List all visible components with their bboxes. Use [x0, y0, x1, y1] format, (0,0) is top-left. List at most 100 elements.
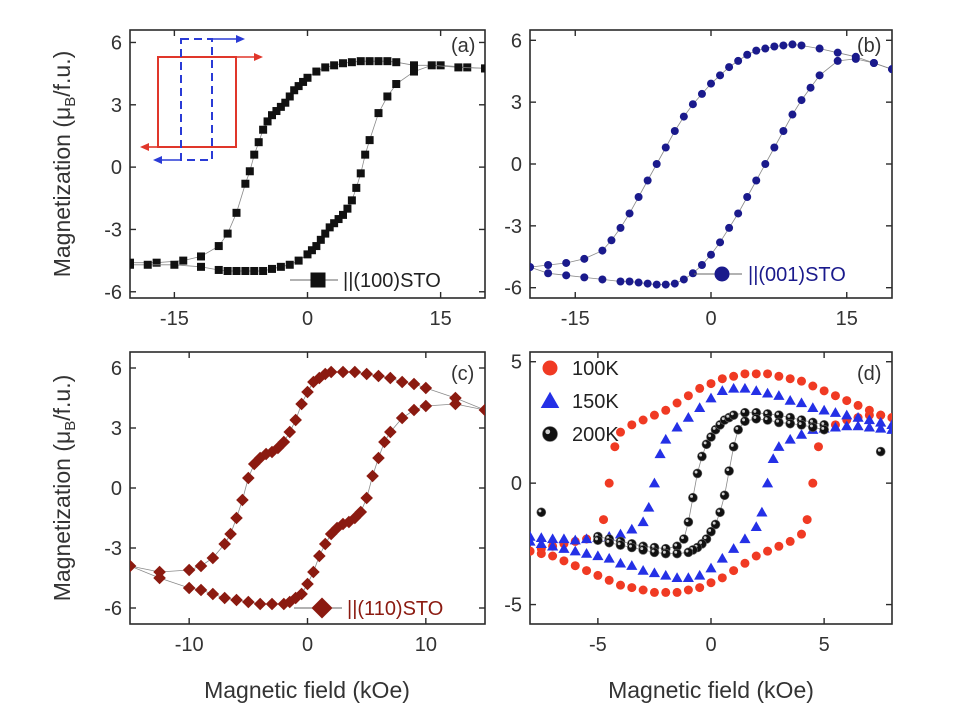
legend-marker-200K: [542, 426, 558, 442]
y-tick-label: 5: [511, 352, 522, 374]
data-point-100K: [797, 376, 806, 386]
data-point-100K: [774, 371, 784, 381]
data-point-150K: [739, 382, 751, 393]
data-point-150K: [592, 550, 604, 561]
data-point-200K-highlight: [685, 519, 689, 523]
data-point-200K: [728, 410, 739, 420]
data-point-200K: [740, 407, 750, 418]
data-point: [290, 86, 299, 95]
data-point: [392, 58, 401, 67]
data-point-150K: [795, 428, 808, 439]
data-point: [725, 223, 734, 232]
data-point: [384, 425, 397, 439]
data-point-100K: [661, 587, 671, 597]
data-point: [436, 61, 445, 70]
y-tick-label: -6: [504, 278, 522, 300]
legend-label: ||(001)STO: [748, 264, 846, 286]
data-point-200K: [536, 507, 547, 518]
data-point: [250, 150, 259, 159]
data-point: [295, 397, 308, 411]
data-point: [271, 441, 285, 455]
data-point-150K: [694, 569, 706, 580]
data-point-150K: [648, 567, 661, 578]
data-point: [152, 258, 161, 267]
data-point-100K: [785, 374, 795, 384]
data-point: [562, 258, 571, 267]
data-point: [419, 381, 433, 395]
data-point: [223, 266, 232, 275]
y-tick-label: 0: [511, 473, 522, 495]
data-point: [206, 587, 220, 601]
data-point: [230, 593, 243, 607]
legend-marker-100K: [542, 360, 558, 376]
x-axis-title-left: Magnetic field (kOe): [204, 677, 410, 703]
data-point: [770, 42, 779, 51]
data-point: [354, 505, 368, 519]
data-point: [197, 252, 205, 261]
data-point-100K: [593, 570, 603, 580]
data-point-200K-highlight: [798, 417, 802, 421]
data-point-200K-highlight: [712, 521, 716, 525]
legend-marker-200K-highlight: [545, 429, 551, 435]
data-point: [301, 577, 314, 591]
data-point-200K-highlight: [764, 411, 768, 415]
data-point-150K: [863, 414, 875, 425]
data-point: [598, 246, 607, 255]
data-point-200K-highlight: [717, 422, 721, 425]
data-point: [224, 527, 237, 541]
data-point-100K: [610, 442, 620, 452]
data-point-150K: [739, 533, 751, 544]
inset-blue-loop: [180, 38, 213, 161]
data-point-100K: [649, 587, 659, 597]
data-point-150K: [682, 411, 694, 422]
data-point: [806, 83, 815, 92]
data-point-200K: [762, 415, 773, 425]
data-point-200K-highlight: [742, 418, 746, 422]
data-point-150K: [773, 390, 785, 400]
data-point: [365, 136, 374, 145]
data-point-150K: [841, 409, 853, 420]
data-point-150K: [886, 424, 892, 434]
panel-a-upper-branch-line: [130, 60, 485, 264]
data-point: [761, 160, 770, 168]
legend-label-150K: 150K: [572, 391, 619, 413]
data-point-150K: [535, 538, 547, 549]
data-point: [625, 209, 634, 218]
data-point: [242, 471, 255, 485]
data-point: [634, 278, 643, 287]
data-point-100K: [536, 549, 546, 559]
data-point: [643, 176, 652, 185]
data-point: [197, 262, 205, 271]
x-tick-label: 0: [302, 308, 313, 330]
y-tick-label: 3: [111, 418, 122, 440]
data-point-150K: [750, 385, 762, 396]
data-point: [153, 571, 166, 585]
data-point-200K-highlight: [699, 453, 703, 457]
data-point: [276, 102, 285, 111]
data-point-100K: [751, 369, 761, 379]
panel-a-data: [130, 57, 485, 275]
data-point: [607, 236, 616, 245]
chart-marks: -15 0 15 6 3 0 -3 -6 ||(100)STO -15 0 15 6 3 0 -3 -6 ||(0…: [104, 30, 892, 656]
data-point-150K: [728, 543, 740, 553]
data-point-150K: [841, 420, 853, 431]
data-point-200K-highlight: [703, 441, 707, 445]
data-point: [779, 41, 788, 50]
data-point-100K: [830, 391, 840, 401]
data-point: [182, 563, 196, 577]
data-point-150K: [728, 382, 740, 393]
legend-label: ||(100)STO: [343, 270, 441, 292]
data-point: [352, 183, 361, 192]
data-point-100K: [661, 405, 671, 415]
data-point-200K-highlight: [753, 409, 757, 413]
data-point: [299, 77, 308, 86]
data-point: [241, 266, 250, 275]
y-tick-label: 0: [511, 154, 522, 176]
data-point: [276, 262, 285, 271]
hysteresis-schematic-inset: [140, 35, 263, 164]
data-point: [365, 57, 374, 66]
x-tick-label: -5: [589, 634, 607, 656]
x-tick-label: -15: [160, 308, 189, 330]
inset-red-arrow-right-icon: [254, 53, 263, 61]
data-point-100K: [808, 478, 818, 488]
